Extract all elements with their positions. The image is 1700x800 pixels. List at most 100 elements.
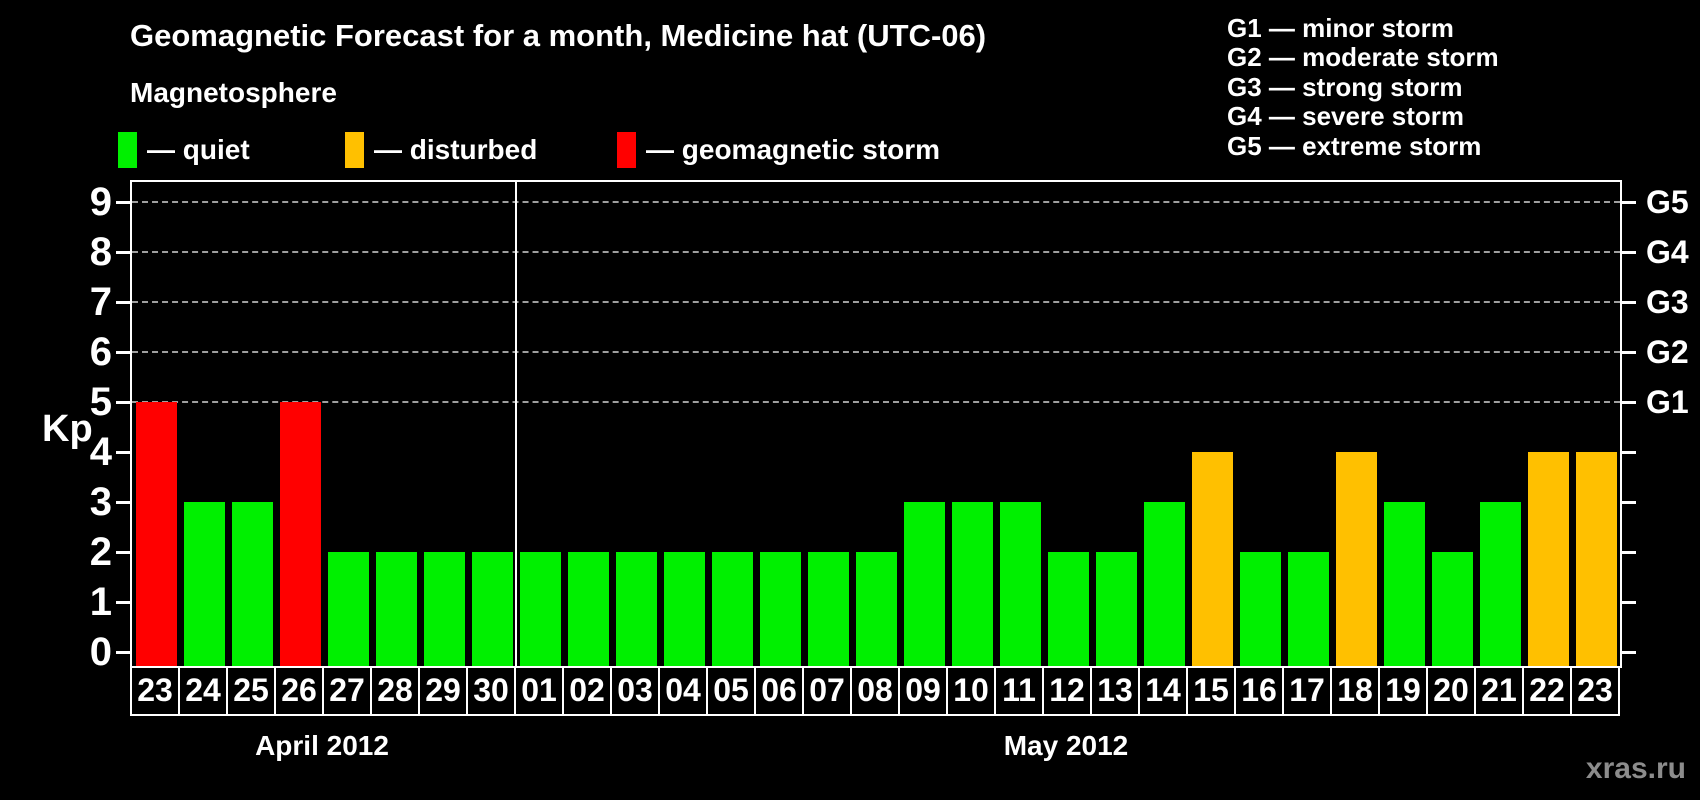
kp-bar-day-13 — [1095, 552, 1137, 666]
y-tick-label-8: 8 — [89, 230, 112, 274]
day-box-may-08: 08 — [850, 666, 900, 716]
month-label-april: April 2012 — [255, 730, 389, 761]
gridline-kp8 — [132, 251, 1620, 253]
y-tick-left-5 — [116, 401, 130, 404]
day-box-may-04: 04 — [658, 666, 708, 716]
kp-bar-day-15 — [1191, 452, 1233, 666]
y-tick-label-2: 2 — [89, 530, 112, 574]
y-tick-label-3: 3 — [89, 480, 112, 524]
y-tick-right-1 — [1622, 601, 1636, 604]
right-axis-label-G5: G5 — [1646, 184, 1689, 220]
legend-heading: Magnetosphere — [130, 77, 337, 108]
month-separator-line — [515, 182, 517, 666]
y-tick-left-9 — [116, 201, 130, 204]
kp-bar-day-27 — [327, 552, 369, 666]
kp-bar-day-08 — [855, 552, 897, 666]
right-axis-label-G3: G3 — [1646, 284, 1689, 320]
day-axis: 23 24 25 26 27 28 29 30 01 02 03 04 05 06 07 08 09 10 11 12… — [130, 666, 1624, 716]
y-tick-label-0: 0 — [89, 630, 112, 674]
y-tick-left-3 — [116, 501, 130, 504]
y-tick-label-7: 7 — [89, 280, 112, 324]
day-box-apr-28: 28 — [370, 666, 420, 716]
kp-bar-day-16 — [1239, 552, 1281, 666]
watermark: xras.ru — [1585, 752, 1686, 785]
day-box-may-07: 07 — [802, 666, 852, 716]
y-tick-right-9 — [1622, 201, 1636, 204]
legend-swatch-storm — [617, 132, 636, 168]
kp-bar-day-26 — [279, 402, 321, 666]
month-label-may: May 2012 — [1003, 730, 1129, 761]
y-tick-left-0 — [116, 651, 130, 654]
kp-bar-day-11 — [999, 502, 1041, 666]
kp-bar-day-03 — [615, 552, 657, 666]
day-box-may-19: 19 — [1378, 666, 1428, 716]
kp-bar-day-19 — [1383, 502, 1425, 666]
kp-bar-day-14 — [1143, 502, 1185, 666]
y-tick-right-7 — [1622, 301, 1636, 304]
day-box-apr-29: 29 — [418, 666, 468, 716]
y-tick-left-6 — [116, 351, 130, 354]
kp-bar-day-04 — [663, 552, 705, 666]
legend-label-quiet: — quiet — [147, 134, 250, 165]
kp-bar-day-24 — [183, 502, 225, 666]
day-box-apr-30: 30 — [466, 666, 516, 716]
y-tick-right-5 — [1622, 401, 1636, 404]
day-box-may-10: 10 — [946, 666, 996, 716]
day-box-apr-25: 25 — [226, 666, 276, 716]
day-box-may-17: 17 — [1282, 666, 1332, 716]
right-axis-label-G1: G1 — [1646, 384, 1689, 420]
y-tick-left-4 — [116, 451, 130, 454]
kp-bar-day-23 — [135, 402, 177, 666]
kp-bar-day-09 — [903, 502, 945, 666]
day-box-may-06: 06 — [754, 666, 804, 716]
gridline-kp9 — [132, 201, 1620, 203]
kp-bar-day-02 — [567, 552, 609, 666]
y-tick-label-5: 5 — [89, 380, 112, 424]
day-box-may-01: 01 — [514, 666, 564, 716]
y-tick-label-1: 1 — [89, 580, 112, 624]
day-box-may-23: 23 — [1570, 666, 1620, 716]
gridline-kp7 — [132, 301, 1620, 303]
kp-bar-day-29 — [423, 552, 465, 666]
day-box-may-22: 22 — [1522, 666, 1572, 716]
kp-bar-day-20 — [1431, 552, 1473, 666]
day-box-may-18: 18 — [1330, 666, 1380, 716]
day-box-may-02: 02 — [562, 666, 612, 716]
y-tick-label-4: 4 — [89, 430, 112, 474]
y-tick-right-6 — [1622, 351, 1636, 354]
day-box-may-11: 11 — [994, 666, 1044, 716]
day-box-may-05: 05 — [706, 666, 756, 716]
day-box-may-03: 03 — [610, 666, 660, 716]
kp-bar-day-06 — [759, 552, 801, 666]
legend-label-storm: — geomagnetic storm — [646, 134, 941, 165]
kp-bar-day-12 — [1047, 552, 1089, 666]
day-box-may-20: 20 — [1426, 666, 1476, 716]
y-tick-left-1 — [116, 601, 130, 604]
day-box-may-15: 15 — [1186, 666, 1236, 716]
kp-bar-day-18 — [1335, 452, 1377, 666]
kp-bar-day-17 — [1287, 552, 1329, 666]
day-box-apr-26: 26 — [274, 666, 324, 716]
y-tick-right-2 — [1622, 551, 1636, 554]
y-tick-left-8 — [116, 251, 130, 254]
y-tick-right-3 — [1622, 501, 1636, 504]
legend-swatch-disturbed — [345, 132, 364, 168]
right-axis-label-G2: G2 — [1646, 334, 1689, 370]
gridline-kp5 — [132, 401, 1620, 403]
y-tick-left-7 — [116, 301, 130, 304]
y-tick-label-6: 6 — [89, 330, 112, 374]
right-axis-label-G4: G4 — [1646, 234, 1689, 270]
day-box-may-14: 14 — [1138, 666, 1188, 716]
y-tick-right-8 — [1622, 251, 1636, 254]
y-axis-title: Kp — [42, 408, 93, 450]
kp-bar-day-01 — [519, 552, 561, 666]
day-box-apr-23: 23 — [130, 666, 180, 716]
legend-swatch-quiet — [118, 132, 137, 168]
kp-bar-day-07 — [807, 552, 849, 666]
kp-bar-day-25 — [231, 502, 273, 666]
day-box-may-21: 21 — [1474, 666, 1524, 716]
day-box-may-16: 16 — [1234, 666, 1284, 716]
kp-bar-day-23 — [1575, 452, 1617, 666]
legend-label-disturbed: — disturbed — [374, 134, 538, 165]
